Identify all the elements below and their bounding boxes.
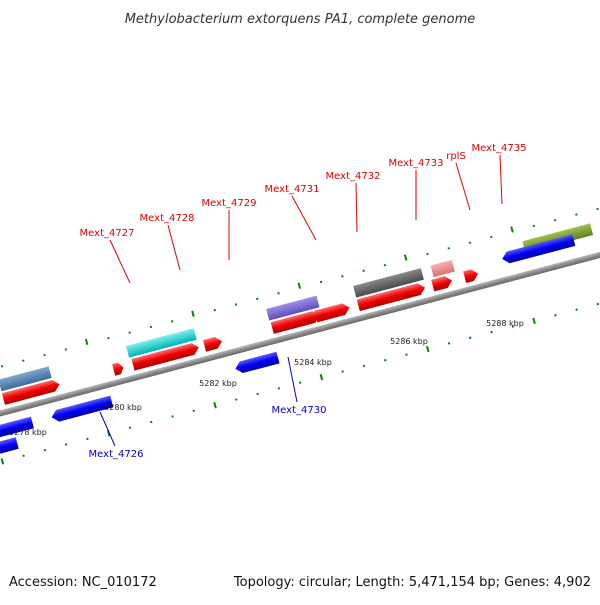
cds-arrow-reverse-right[interactable] [501,234,576,265]
cds-arrow-reverse-left[interactable] [0,416,34,443]
label-leaders [99,154,503,447]
accession-text: Accession: NC_010172 [9,575,157,590]
feature-mext-4731-category[interactable] [266,295,320,321]
gene-label-mext-4732[interactable]: Mext_4732 [326,171,381,182]
cds-arrow-mext-4726[interactable] [50,395,114,423]
feature-rpls-category[interactable] [430,259,455,278]
scale-labels: 5278 kbp 5280 kbp 5282 kbp 5284 kbp 5286… [9,319,524,437]
feature-steel-left[interactable] [0,366,52,392]
cds-arrow-mext-4727[interactable] [112,362,125,376]
scale-label-5280: 5280 kbp [104,403,142,412]
scale-label-5278: 5278 kbp [9,428,47,437]
cds-arrow-rpls[interactable] [431,275,453,292]
gene-label-mext-4728[interactable]: Mext_4728 [140,213,195,224]
cds-arrow-reverse-left-2[interactable] [0,437,19,458]
cds-arrow-mext-4735[interactable] [463,268,480,283]
gene-label-mext-4727[interactable]: Mext_4727 [80,228,135,239]
gene-label-mext-4729[interactable]: Mext_4729 [202,198,257,209]
gene-label-mext-4726[interactable]: Mext_4726 [89,449,144,460]
forward-features [0,223,594,405]
genome-info-text: Topology: circular; Length: 5,471,154 bp… [233,575,591,590]
cds-arrow-mext-4731[interactable] [270,310,321,334]
inner-tick-track [0,302,600,465]
gene-labels: Mext_4726 Mext_4727 Mext_4728 Mext_4729 … [80,143,527,460]
scale-label-5288: 5288 kbp [486,319,524,328]
scale-label-5282: 5282 kbp [199,379,237,388]
gene-label-mext-4731[interactable]: Mext_4731 [265,184,320,195]
gene-label-mext-4730[interactable]: Mext_4730 [272,405,327,416]
scale-label-5286: 5286 kbp [390,337,428,346]
gene-label-mext-4735[interactable]: Mext_4735 [472,143,527,154]
cds-arrow-mext-4729[interactable] [203,336,223,352]
cds-arrow-mext-4733[interactable] [356,282,427,312]
gene-label-rpls[interactable]: rplS [446,151,466,162]
gene-label-mext-4733[interactable]: Mext_4733 [389,158,444,169]
reverse-features [0,234,576,458]
outer-tick-track [0,207,599,368]
feature-mext-4728-category[interactable] [125,328,197,358]
cds-arrow-mext-4728[interactable] [131,342,200,371]
genome-backbone [0,222,600,442]
map-title: Methylobacterium extorquens PA1, complet… [125,12,476,27]
scale-label-5284: 5284 kbp [294,358,332,367]
cds-arrow-mext-4730[interactable] [234,351,280,375]
cds-arrow-left[interactable] [1,378,61,405]
feature-mext-4733-category[interactable] [353,268,424,298]
backbone-group [0,207,600,465]
cds-arrow-mext-4732[interactable] [314,302,351,323]
